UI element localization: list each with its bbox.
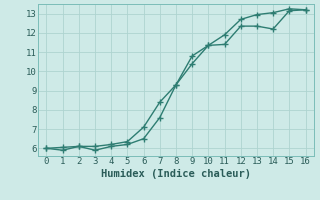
X-axis label: Humidex (Indice chaleur): Humidex (Indice chaleur): [101, 169, 251, 179]
